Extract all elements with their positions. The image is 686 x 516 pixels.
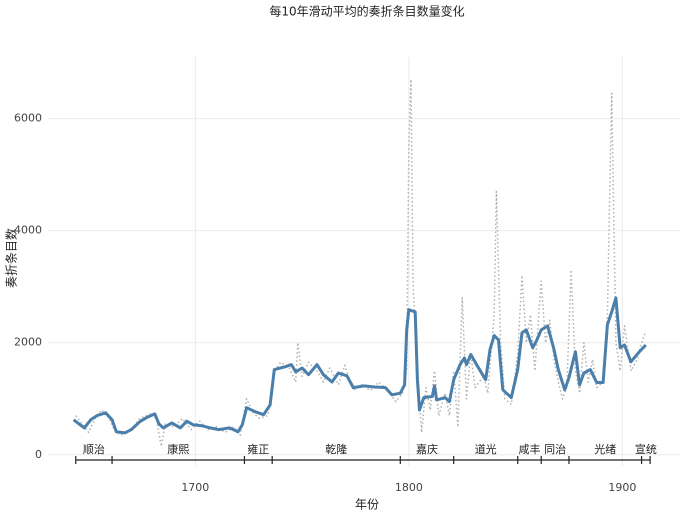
y-tick-label: 2000 (14, 336, 42, 349)
reign-label: 咸丰 (518, 443, 540, 456)
reign-label: 同治 (544, 442, 566, 456)
reign-label: 乾隆 (325, 442, 347, 456)
reign-label: 宣统 (635, 442, 657, 456)
reign-label: 光绪 (594, 442, 616, 456)
y-tick-label: 4000 (14, 224, 42, 237)
reign-label: 道光 (475, 442, 497, 456)
raw-line (75, 78, 647, 448)
x-axis-title: 年份 (355, 498, 379, 512)
chart-title: 每10年滑动平均的奏折条目数量变化 (269, 4, 464, 19)
reign-label: 康熙 (167, 442, 189, 456)
y-tick-label: 0 (35, 448, 42, 461)
average-line (72, 296, 647, 435)
reign-label: 雍正 (247, 442, 269, 456)
y-tick-label: 6000 (14, 112, 42, 125)
x-tick-label: 1800 (395, 481, 423, 494)
x-tick-label: 1700 (181, 481, 209, 494)
y-axis-title: 奏折条目数 (4, 228, 19, 288)
x-tick-label: 1900 (608, 481, 636, 494)
reign-label: 顺治 (83, 442, 105, 456)
reign-label: 嘉庆 (416, 442, 438, 456)
